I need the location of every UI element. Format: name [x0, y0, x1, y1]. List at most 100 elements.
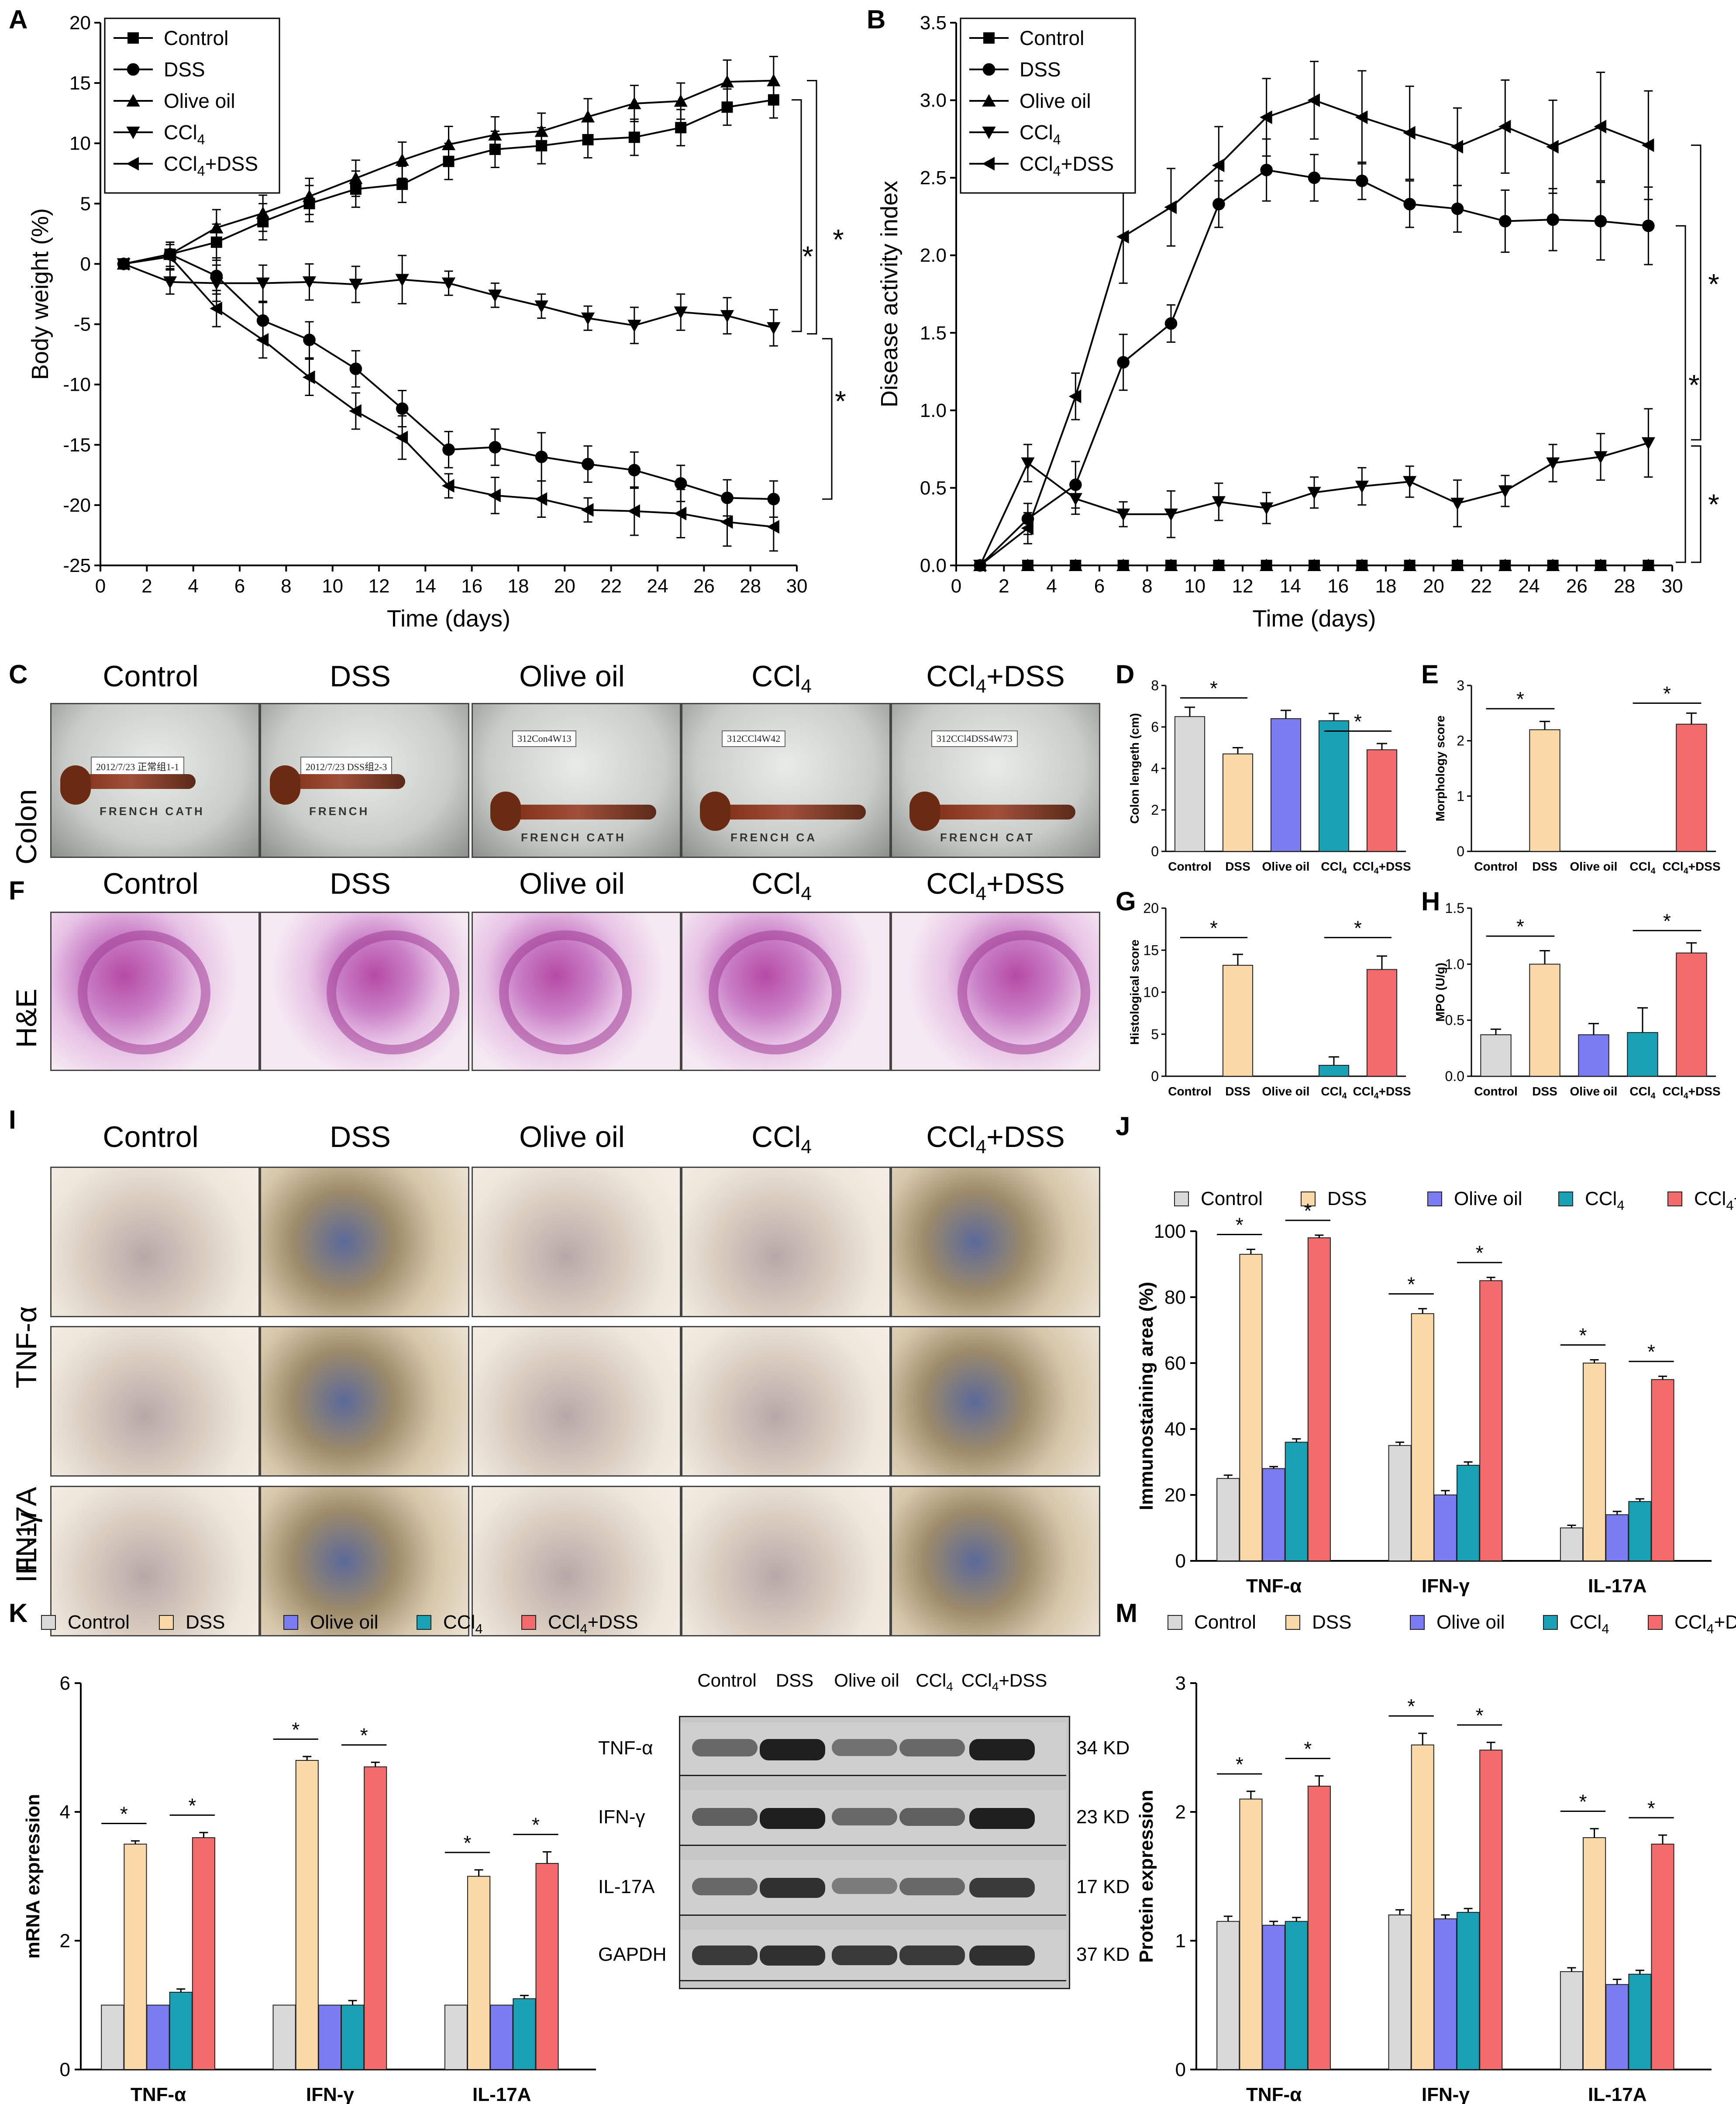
tissue-section [78, 930, 210, 1054]
histological-score-bar-chart: 0 5 10 15 20 Histological score Control DSS Oliv… [1128, 900, 1411, 1101]
x-tick-label: TNF-α [1246, 2084, 1302, 2104]
y-tick-label: 5 [80, 193, 91, 214]
ihc-photo-r3-c1 [50, 1486, 260, 1636]
data-point [627, 96, 641, 110]
legend-label: DSS [164, 58, 205, 81]
bar [1529, 964, 1560, 1077]
legend-swatch [521, 1615, 536, 1630]
y-tick-label: 20 [69, 12, 91, 34]
legend-label: Olive oil [1454, 1188, 1522, 1209]
western-band [692, 1808, 758, 1826]
panel-label-e: E [1421, 660, 1439, 689]
data-point [163, 276, 177, 289]
bar [467, 1876, 491, 2070]
x-tick-label: 18 [508, 575, 529, 597]
x-tick-label: IL-17A [472, 2084, 531, 2104]
legend-swatch [1543, 1615, 1558, 1630]
legend-label: CCl4+DSS [548, 1612, 638, 1636]
bar [1651, 1843, 1674, 2070]
legend-label: CCl4 [443, 1612, 482, 1636]
legend-label: Olive oil [1020, 90, 1091, 112]
data-point [302, 276, 317, 289]
western-band [832, 1877, 897, 1894]
bar [490, 2004, 513, 2070]
legend-swatch [1558, 1191, 1573, 1206]
data-point [534, 300, 548, 313]
western-band-size: 34 KD [1076, 1737, 1130, 1759]
bar [513, 1998, 536, 2070]
data-point [1212, 158, 1225, 172]
x-tick-label: 2 [999, 575, 1009, 597]
bar [1222, 964, 1254, 1077]
data-point [1164, 558, 1178, 571]
data-point [1212, 496, 1226, 509]
data-point [1260, 164, 1273, 176]
x-tick-label: 4 [188, 575, 198, 597]
series-olive-oil [973, 558, 1655, 571]
significance-star: * [1304, 1738, 1312, 1760]
bar [1174, 716, 1206, 852]
significance-star: * [1516, 688, 1524, 710]
ihc-photo-r1-c5 [891, 1167, 1100, 1317]
legend-label: Control [1194, 1612, 1256, 1633]
y-axis-label: Body weight (%) [27, 208, 53, 380]
x-tick-label: IL-17A [1588, 1575, 1646, 1597]
ihc-photo-r2-c4 [681, 1326, 891, 1477]
western-band [969, 1877, 1035, 1898]
western-band [760, 1877, 825, 1898]
data-point [210, 277, 224, 290]
significance-star: * [532, 1814, 540, 1836]
data-point [1116, 230, 1129, 244]
legend-label: CCl4+DSS [1694, 1188, 1736, 1213]
significance-star: * [1236, 1753, 1243, 1776]
he-photos-5 [891, 912, 1100, 1071]
data-point [441, 138, 456, 150]
x-tick-label: 16 [461, 575, 482, 597]
x-tick-label: IFN-γ [306, 2084, 355, 2104]
y-tick-label: 0.0 [920, 555, 947, 576]
data-point [973, 558, 986, 572]
western-band [692, 1739, 758, 1757]
y-tick-label: 15 [69, 72, 91, 94]
data-point [720, 75, 734, 88]
y-tick-label: 0 [80, 253, 91, 275]
x-tick-label: 28 [1614, 575, 1635, 597]
morphology-score-bar-chart: 0 1 2 3 Morphology score Control DSS Olive oil C… [1433, 678, 1721, 876]
bar [1270, 718, 1302, 852]
y-tick-label: 20 [1164, 1484, 1186, 1506]
series-ccl4 [117, 255, 781, 347]
y-tick-label: -20 [63, 495, 91, 516]
significance-star: * [1516, 915, 1524, 938]
data-point [720, 310, 734, 323]
data-point [1498, 558, 1512, 571]
y-tick-label: 10 [1143, 985, 1159, 1000]
x-tick-label: 0 [951, 575, 961, 597]
data-point [581, 312, 595, 325]
data-point [1547, 213, 1559, 226]
bar [1216, 1478, 1240, 1561]
y-tick-label: 20 [1143, 900, 1159, 916]
y-tick-label: 1.0 [1445, 956, 1464, 972]
data-point [1068, 558, 1082, 571]
x-tick-label: Control [1168, 860, 1212, 873]
bar [341, 2004, 365, 2070]
panel-label-d: D [1116, 660, 1135, 689]
legend-marker [982, 63, 995, 76]
data-point [1260, 558, 1274, 571]
colon-specimen [709, 805, 866, 820]
western-band [692, 1945, 758, 1966]
y-tick-label: 2 [1457, 733, 1464, 749]
series-ccl4-dss [973, 61, 1654, 572]
x-tick-label: CCl4 [1321, 860, 1347, 876]
y-tick-label: -15 [63, 434, 91, 456]
he-head-ccl4: CCl4 [751, 867, 812, 905]
legend-marker [126, 94, 140, 107]
data-point [303, 334, 316, 346]
data-point [1499, 215, 1512, 227]
bar [1388, 1915, 1412, 2070]
x-tick-label: 8 [1142, 575, 1152, 597]
data-point [1068, 493, 1082, 506]
legend-swatch [1427, 1191, 1442, 1206]
western-band [832, 1808, 897, 1825]
western-band-name: GAPDH [598, 1943, 667, 1965]
